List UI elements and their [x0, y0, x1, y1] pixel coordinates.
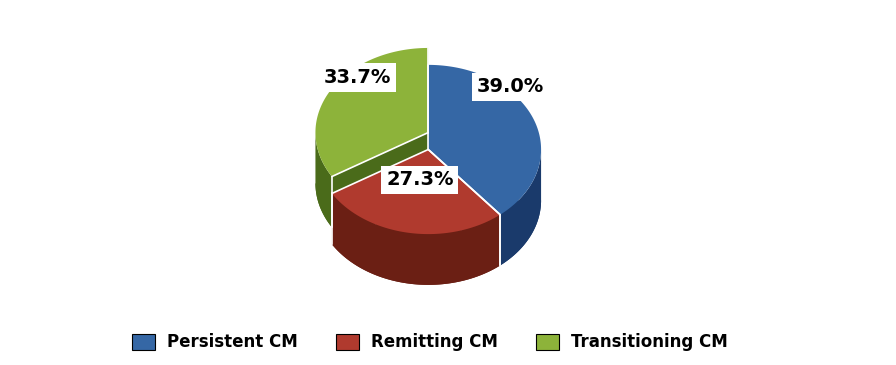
Polygon shape: [428, 65, 541, 215]
Polygon shape: [500, 150, 541, 265]
Polygon shape: [315, 183, 428, 227]
Polygon shape: [428, 200, 541, 265]
Polygon shape: [428, 150, 500, 265]
Text: 39.0%: 39.0%: [477, 77, 544, 96]
Legend: Persistent CM, Remitting CM, Transitioning CM: Persistent CM, Remitting CM, Transitioni…: [125, 327, 735, 357]
Polygon shape: [315, 48, 428, 177]
Polygon shape: [315, 132, 332, 227]
Polygon shape: [332, 150, 428, 244]
Polygon shape: [332, 193, 500, 285]
Polygon shape: [332, 150, 500, 234]
Polygon shape: [428, 150, 500, 265]
Polygon shape: [332, 200, 500, 285]
Text: 33.7%: 33.7%: [324, 68, 392, 87]
Polygon shape: [332, 132, 428, 227]
Text: 27.3%: 27.3%: [386, 170, 453, 189]
